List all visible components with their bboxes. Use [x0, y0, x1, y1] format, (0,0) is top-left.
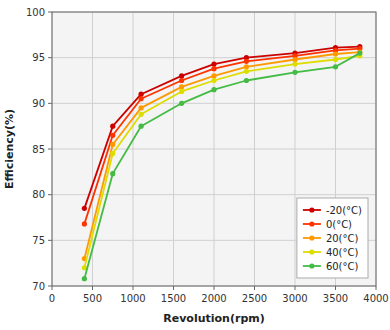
- point-marker: [244, 59, 249, 64]
- point-marker: [333, 57, 338, 62]
- y-tick-label: 100: [26, 7, 45, 18]
- point-marker: [333, 64, 338, 69]
- legend-item: 40(°C): [303, 247, 359, 258]
- legend-item: -20(°C): [303, 205, 362, 216]
- y-tick: [48, 149, 52, 150]
- chart: 0 500 1000 1500 2000 2500 3000 3500 4000 70 75 80 85…: [0, 0, 390, 330]
- point-marker: [139, 96, 144, 101]
- point-marker: [139, 124, 144, 129]
- legend-label: 40(°C): [326, 247, 359, 258]
- y-tick-label: 70: [32, 281, 45, 292]
- x-tick-label: 2000: [201, 293, 226, 304]
- legend-label: 60(°C): [326, 261, 359, 272]
- point-marker: [211, 66, 216, 71]
- legend-box: [297, 198, 368, 278]
- point-marker: [333, 51, 338, 56]
- y-grid-line: [52, 103, 376, 104]
- point-marker: [179, 78, 184, 83]
- y-tick-label: 80: [32, 189, 45, 200]
- y-tick-label: 75: [32, 235, 45, 246]
- x-tick: [214, 286, 215, 290]
- point-marker: [211, 73, 216, 78]
- x-tick-label: 1500: [161, 293, 186, 304]
- legend-swatch-marker: [309, 249, 314, 254]
- x-tick: [376, 286, 377, 290]
- y-tick: [48, 12, 52, 13]
- point-marker: [179, 89, 184, 94]
- point-marker: [82, 206, 87, 211]
- point-marker: [211, 78, 216, 83]
- x-tick: [254, 286, 255, 290]
- point-marker: [357, 51, 362, 56]
- legend-swatch-marker: [309, 221, 314, 226]
- point-marker: [139, 105, 144, 110]
- plot-background: [52, 12, 376, 286]
- point-marker: [139, 112, 144, 117]
- x-tick-label: 1000: [120, 293, 145, 304]
- point-marker: [211, 61, 216, 66]
- legend-label: -20(°C): [326, 205, 362, 216]
- x-tick: [295, 286, 296, 290]
- y-tick: [48, 240, 52, 241]
- legend-swatch-marker: [309, 207, 314, 212]
- y-tick: [48, 103, 52, 104]
- x-tick: [52, 286, 53, 290]
- x-tick: [335, 286, 336, 290]
- legend-label: 20(°C): [326, 233, 359, 244]
- y-tick: [48, 194, 52, 195]
- y-tick: [48, 57, 52, 58]
- x-tick-label: 3000: [282, 293, 307, 304]
- x-tick-label: 3500: [323, 293, 348, 304]
- point-marker: [211, 87, 216, 92]
- point-marker: [179, 73, 184, 78]
- point-marker: [292, 57, 297, 62]
- point-marker: [357, 50, 362, 55]
- plot-frame: [52, 12, 376, 286]
- point-marker: [110, 151, 115, 156]
- x-tick: [92, 286, 93, 290]
- point-marker: [82, 276, 87, 281]
- point-marker: [292, 70, 297, 75]
- grid: [52, 12, 376, 286]
- y-axis-label: Efficiency(%): [3, 109, 16, 189]
- series: [82, 53, 363, 270]
- legend-swatch-marker: [309, 263, 314, 268]
- point-marker: [110, 171, 115, 176]
- point-marker: [244, 69, 249, 74]
- point-marker: [110, 133, 115, 138]
- y-tick: [48, 286, 52, 287]
- x-tick: [133, 286, 134, 290]
- legend-label: 0(°C): [326, 219, 352, 230]
- legend-item: 20(°C): [303, 233, 359, 244]
- y-grid-line: [52, 149, 376, 150]
- y-tick-label: 90: [32, 98, 45, 109]
- point-marker: [244, 78, 249, 83]
- point-marker: [110, 142, 115, 147]
- x-tick-label: 2500: [242, 293, 267, 304]
- legend-item: 60(°C): [303, 261, 359, 272]
- point-marker: [82, 221, 87, 226]
- y-grid-line: [52, 57, 376, 58]
- y-tick-label: 95: [32, 52, 45, 63]
- point-marker: [139, 92, 144, 97]
- x-tick-label: 4000: [363, 293, 388, 304]
- point-marker: [110, 124, 115, 129]
- x-tick: [173, 286, 174, 290]
- legend: -20(°C) 0(°C) 20(°C) 40(°C) 60(°C): [297, 198, 368, 278]
- point-marker: [244, 64, 249, 69]
- point-marker: [179, 84, 184, 89]
- point-marker: [292, 61, 297, 66]
- y-tick-label: 85: [32, 144, 45, 155]
- x-tick-label: 0: [49, 293, 55, 304]
- legend-swatch-marker: [309, 235, 314, 240]
- point-marker: [179, 101, 184, 106]
- x-axis-label: Revolution(rpm): [163, 312, 265, 325]
- legend-item: 0(°C): [303, 219, 352, 230]
- x-tick-label: 500: [83, 293, 102, 304]
- axes: 0 500 1000 1500 2000 2500 3000 3500 4000 70 75 80 85…: [26, 7, 389, 305]
